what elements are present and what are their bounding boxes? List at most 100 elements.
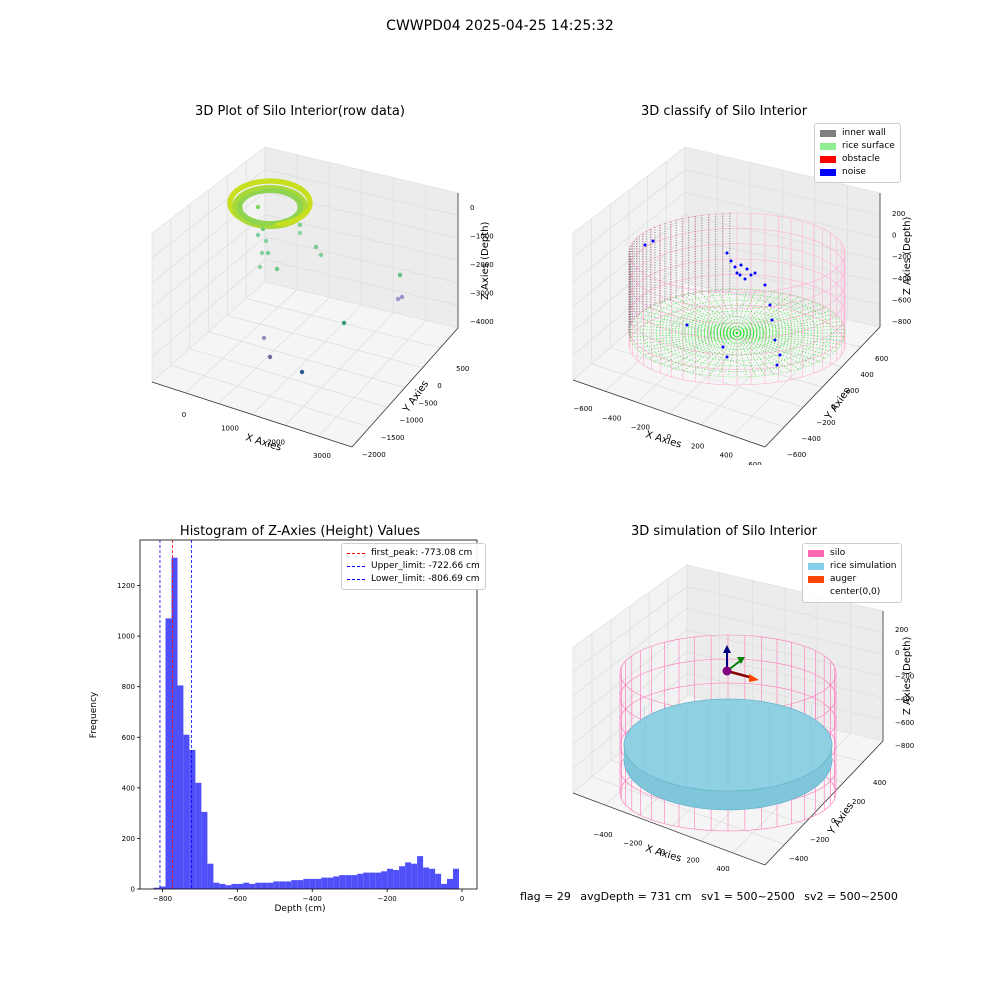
panel2-legend: inner wall rice surface obstacle noise [814, 123, 901, 183]
surface-ray [736, 332, 800, 370]
surface-ray [691, 292, 738, 334]
noise-point [763, 283, 767, 287]
grid-line [318, 185, 427, 437]
legend-item-lower-limit: Lower_limit: -806.69 cm [347, 573, 480, 586]
legend-line [347, 553, 365, 554]
data-point [265, 250, 271, 256]
surface-ray [736, 332, 757, 377]
noise-point [749, 273, 753, 277]
surface-ray [736, 332, 839, 349]
surface-ring [655, 299, 819, 367]
tick-label: −1000 [400, 417, 424, 425]
tick-label: 0 [667, 433, 671, 441]
x-axis-line [151, 381, 353, 448]
tick-label: 200 [691, 442, 704, 450]
tick-label: 400 [720, 452, 733, 460]
histogram-bar [453, 868, 459, 889]
tick-label: −400 [602, 414, 621, 422]
data-point [255, 204, 261, 210]
histogram-bar [315, 878, 322, 889]
data-point [307, 199, 313, 206]
histogram-bar [159, 886, 166, 889]
tick-label: −1000 [470, 233, 494, 241]
grid-line [572, 191, 881, 283]
legend-swatch [808, 576, 824, 583]
tick-label: −400 [802, 435, 821, 443]
surface-ray [736, 289, 757, 334]
tick-label: 3000 [313, 452, 331, 460]
legend-label: Upper_limit: -722.66 cm [371, 561, 480, 571]
y-tick-label: 0 [131, 886, 135, 894]
noise-point [725, 251, 729, 255]
panel4-ticks: −400 −200 0 200 400 400 200 0 −200 −400 200 0 −200 −4… [593, 626, 914, 873]
tick-label: −400 [789, 855, 808, 863]
tick-label: −3000 [470, 290, 494, 298]
histogram-bar [435, 873, 442, 889]
legend-line [347, 579, 365, 580]
panel4-title: 3D simulation of Silo Interior [631, 524, 817, 539]
legend-swatch [820, 156, 836, 163]
tick-label: 400 [873, 779, 886, 787]
legend-swatch [820, 130, 836, 137]
x-tick-label: −600 [228, 895, 247, 903]
histogram-bar [309, 878, 316, 889]
histogram-bar [195, 782, 202, 889]
histogram-bar [399, 866, 406, 889]
x-tick-label: −800 [153, 895, 172, 903]
tick-label: −800 [892, 318, 911, 326]
legend-item-rice-simulation: rice simulation [808, 560, 896, 573]
tick-label: −400 [895, 696, 914, 704]
surface-ray [691, 332, 738, 374]
noise-point [773, 338, 777, 342]
histogram-bar [213, 882, 220, 889]
auger-y-head [737, 657, 745, 664]
surface-ray [632, 321, 738, 334]
panel2-xlabel: X Axies [644, 429, 683, 450]
surface-ray [736, 332, 766, 376]
surface-ray [717, 289, 738, 334]
surface-ring [642, 294, 832, 372]
surface-ring [628, 288, 846, 378]
histogram-bar [363, 872, 370, 889]
panel2-3d-plot: −600−400−20002004006006004002000−200−400… [572, 146, 913, 465]
legend-label: center(0,0) [830, 587, 881, 597]
legend-label: noise [842, 167, 866, 177]
center-marker [722, 666, 732, 676]
legend-label: obstacle [842, 154, 880, 164]
panel1-3d-plot: 0 1000 2000 3000 500 0 −500 −1000 −1500 −2000 0 −10… [151, 146, 494, 460]
grid-line [732, 603, 851, 854]
noise-point [768, 303, 772, 307]
surface-ray [736, 332, 747, 377]
wire-ring [628, 304, 846, 386]
histogram-bar [201, 811, 208, 889]
histogram-bar [387, 868, 394, 889]
panel2-noise-points [643, 239, 782, 367]
tick-label: −800 [895, 742, 914, 750]
histogram-bar [279, 881, 286, 889]
figure-title: CWWPD04 2025-04-25 14:25:32 [386, 18, 614, 34]
panel4-zlabel: Z Axies (Depth) [902, 637, 913, 715]
surface-ray [736, 332, 814, 365]
histogram-bar [291, 880, 298, 889]
histogram-bar [237, 883, 244, 889]
surface-ray [674, 296, 738, 334]
histogram-bar [231, 883, 238, 889]
wire-ring [628, 243, 846, 324]
noise-point [643, 243, 647, 247]
histogram-bar [243, 882, 250, 889]
surface-ray [639, 332, 738, 352]
histogram-bar [303, 878, 310, 889]
panel1-title: 3D Plot of Silo Interior(row data) [195, 104, 405, 119]
tick-label: 200 [686, 857, 699, 865]
y-tick-label: 800 [122, 683, 135, 691]
data-point [318, 252, 324, 258]
grid-line [572, 586, 884, 672]
legend-label: silo [830, 548, 846, 558]
tick-label: −600 [787, 451, 806, 459]
histogram-bar [165, 618, 172, 889]
data-point [397, 272, 403, 278]
surface-ray [632, 332, 738, 345]
histogram-bar [339, 875, 346, 889]
surface-ray [736, 310, 831, 334]
data-point [267, 354, 273, 360]
